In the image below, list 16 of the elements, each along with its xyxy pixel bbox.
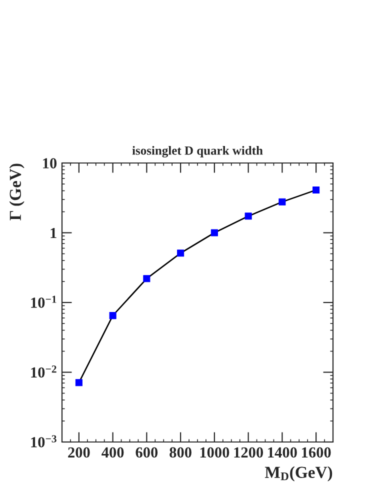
y-tick-label: 1 — [50, 228, 56, 238]
y-tick-label: 10 — [43, 158, 57, 168]
y-tick-label: 10$^{−1}$ — [31, 296, 56, 308]
x-tick-label: 800 — [170, 447, 192, 458]
x-tick-label: 200 — [68, 447, 90, 458]
x-tick-label: 1000 — [200, 447, 230, 458]
x-tick-label: 1200 — [234, 447, 264, 458]
y-tick-label: 10$^{−2}$ — [31, 365, 56, 378]
x-tick-label: 1400 — [268, 447, 297, 458]
chart-title: isosinglet D quark width — [132, 146, 263, 158]
x-axis-title: M$_{D}$(GeV) — [264, 466, 332, 482]
x-tick-label: 1600 — [302, 447, 331, 458]
x-tick-label: 400 — [102, 447, 124, 458]
x-tick-label: 600 — [136, 447, 158, 458]
y-tick-label: 10$^{−3}$ — [31, 435, 56, 448]
y-axis-title: Γ (GeV) — [9, 164, 24, 220]
